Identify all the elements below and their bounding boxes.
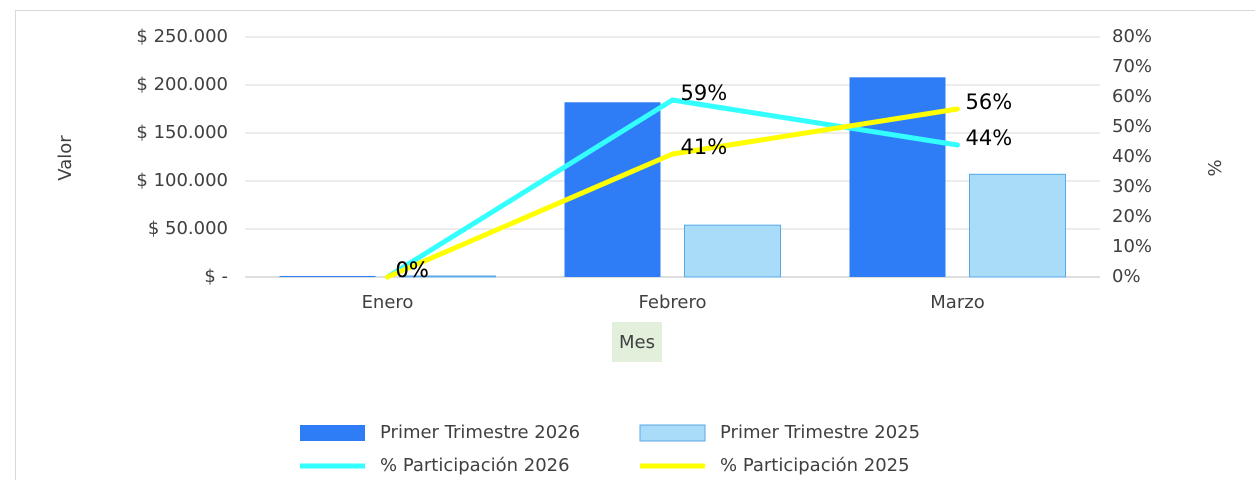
data-label: 56% <box>966 90 1013 114</box>
y-tick-label: $ 200.000 <box>136 74 228 95</box>
data-label: 0% <box>396 258 429 282</box>
legend-swatch <box>640 425 705 441</box>
legend-label: Primer Trimestre 2026 <box>380 422 580 443</box>
data-label: 41% <box>681 135 728 159</box>
y2-tick-label: 40% <box>1112 146 1152 167</box>
legend-label: Primer Trimestre 2025 <box>720 422 920 443</box>
x-axis-label: Mes <box>619 332 655 353</box>
bar <box>685 225 781 277</box>
y-tick-label: $ 250.000 <box>136 26 228 47</box>
legend-label: % Participación 2025 <box>720 455 910 476</box>
y2-tick-label: 60% <box>1112 86 1152 107</box>
x-tick-label: Febrero <box>639 292 707 313</box>
bar <box>280 276 376 277</box>
y2-tick-label: 0% <box>1112 266 1141 287</box>
legend-label: % Participación 2026 <box>380 455 570 476</box>
x-tick-label: Enero <box>362 292 414 313</box>
data-label: 44% <box>966 126 1013 150</box>
y-tick-label: $ 50.000 <box>148 218 228 239</box>
y-tick-label: $ 150.000 <box>136 122 228 143</box>
y2-tick-label: 30% <box>1112 176 1152 197</box>
bar <box>565 102 661 277</box>
y-tick-label: $ 100.000 <box>136 170 228 191</box>
data-label: 59% <box>681 81 728 105</box>
y2-tick-label: 80% <box>1112 26 1152 47</box>
x-tick-label: Marzo <box>930 292 984 313</box>
y2-tick-label: 50% <box>1112 116 1152 137</box>
legend-swatch <box>300 425 365 441</box>
y2-tick-label: 10% <box>1112 236 1152 257</box>
bar <box>970 174 1066 277</box>
y2-tick-label: 70% <box>1112 56 1152 77</box>
y-tick-label: $ - <box>204 266 228 287</box>
bar <box>850 77 946 277</box>
y-axis-label: Valor <box>55 135 76 181</box>
y2-tick-label: 20% <box>1112 206 1152 227</box>
y2-axis-label: % <box>1205 159 1226 176</box>
